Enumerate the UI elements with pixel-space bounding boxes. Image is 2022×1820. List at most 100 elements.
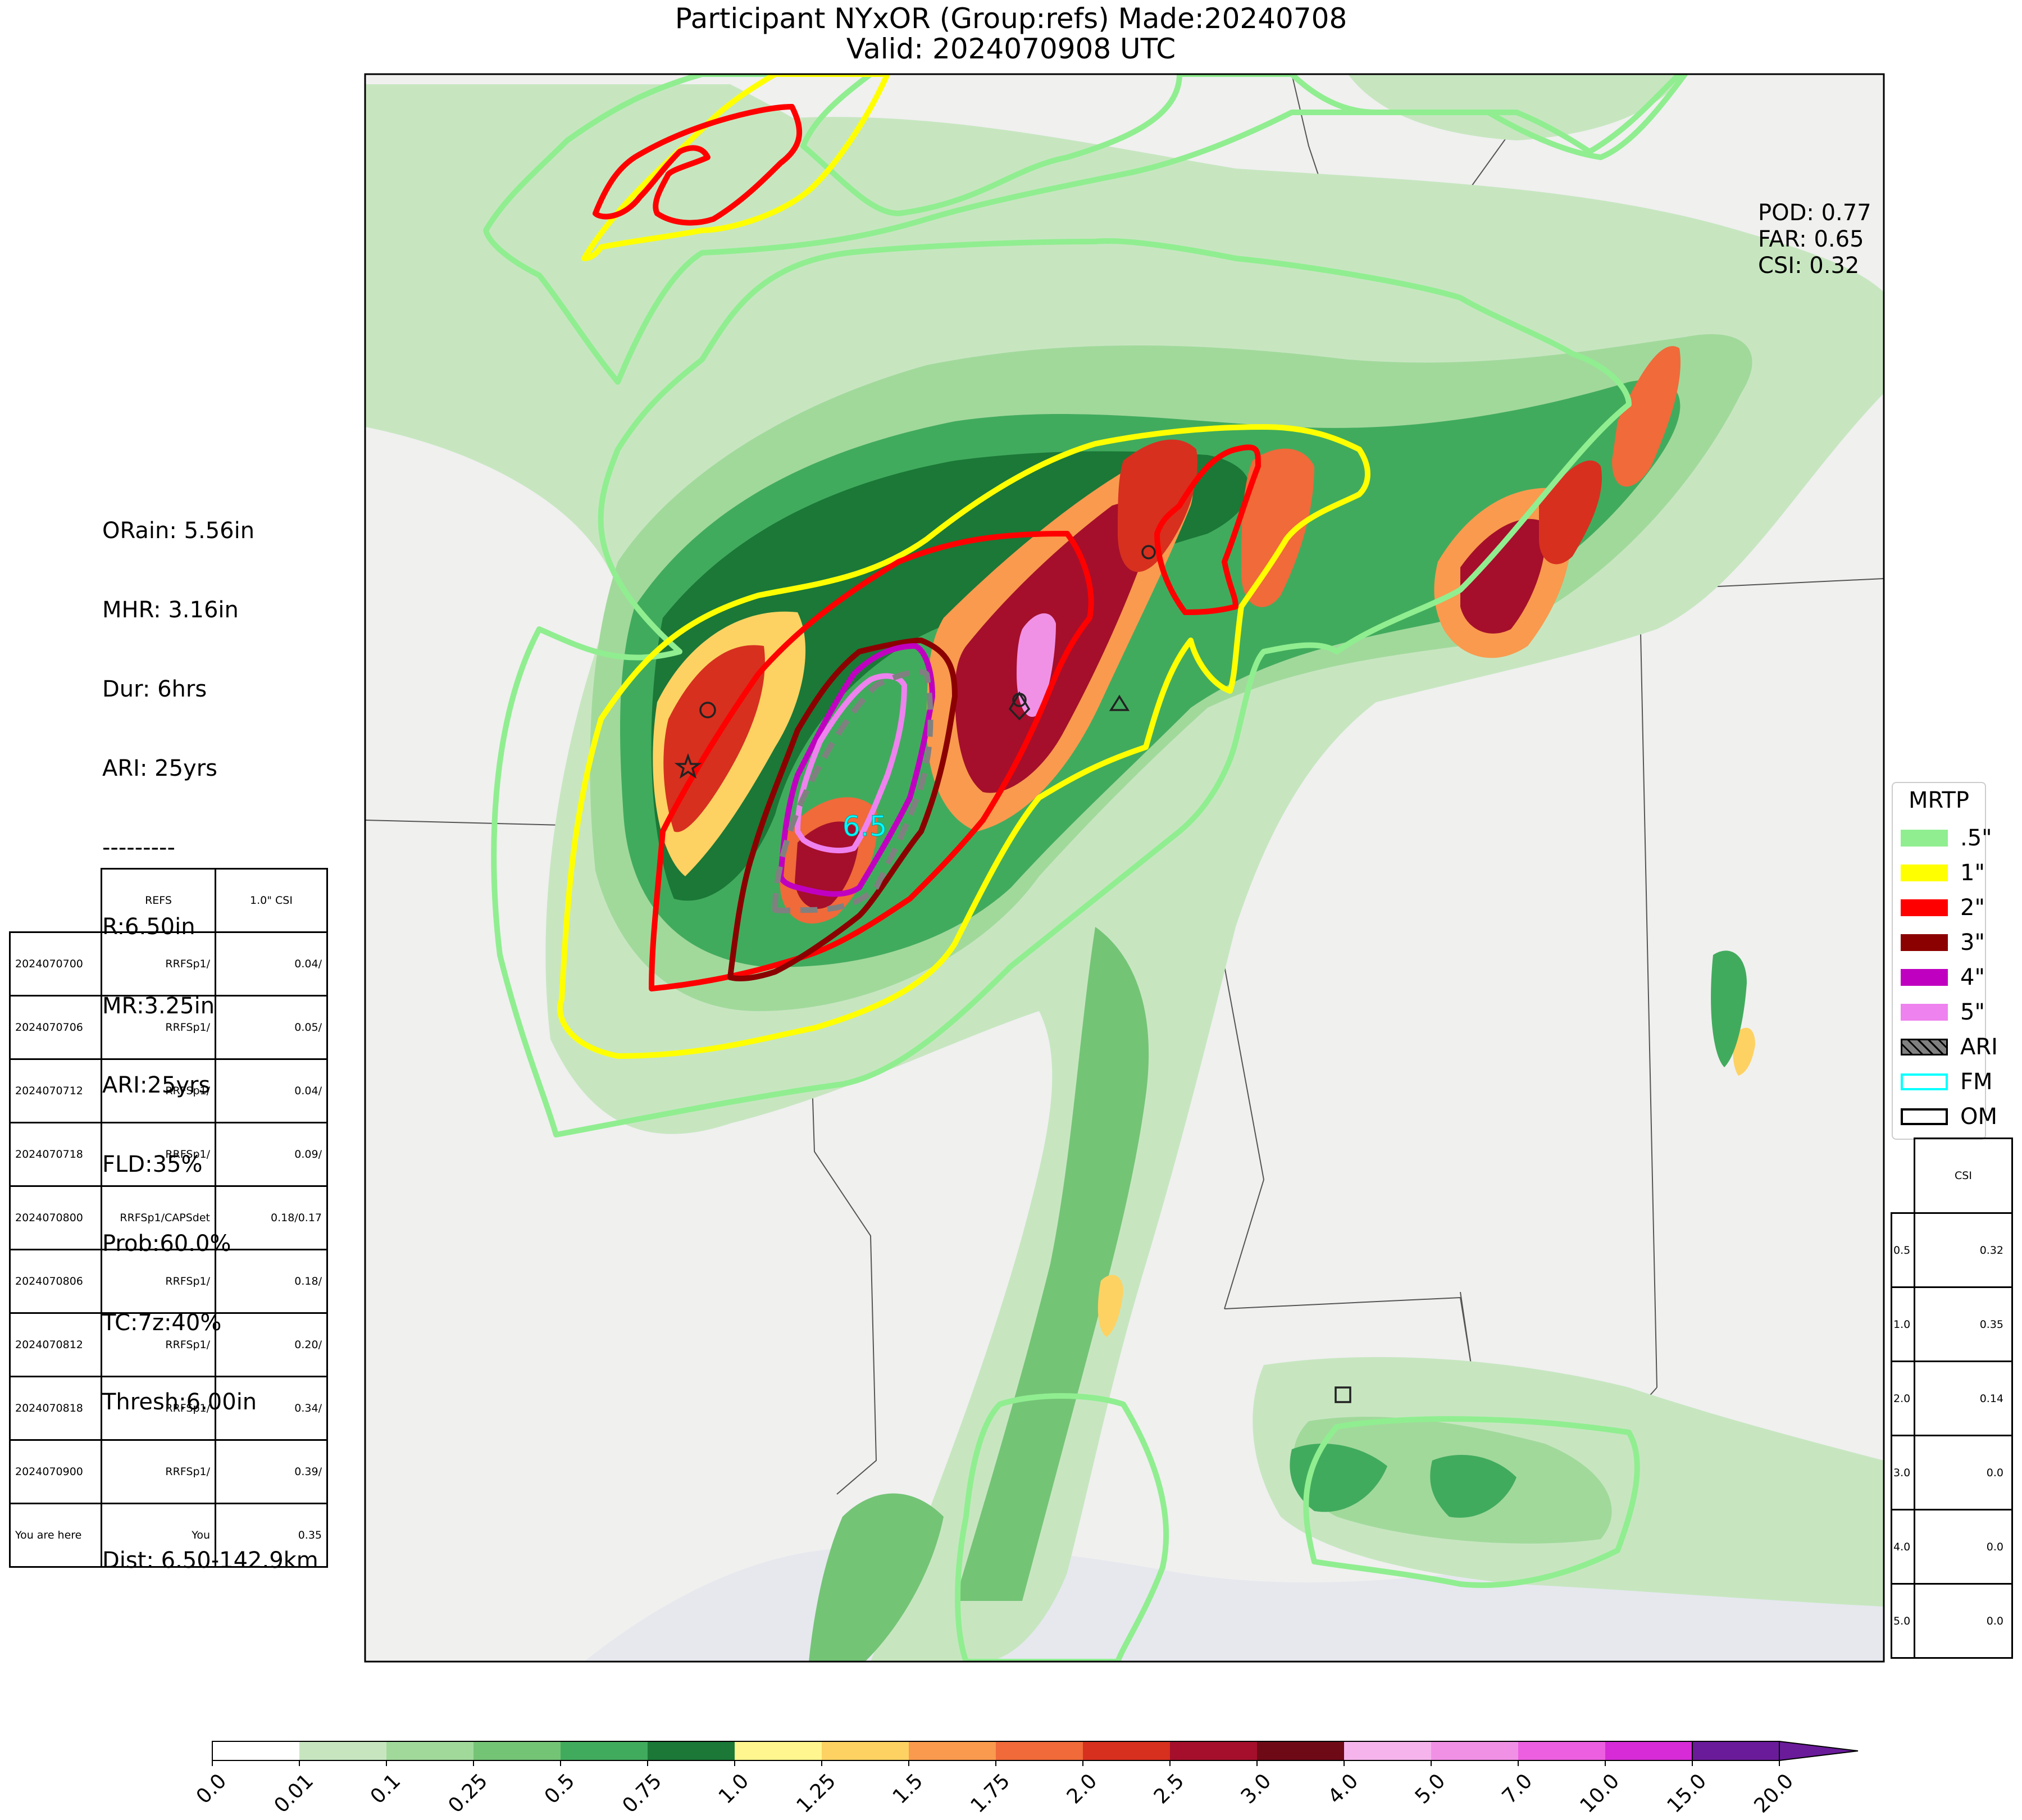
legend-item: 4" (1901, 964, 1985, 990)
stat-far: FAR: 0.65 (1758, 226, 1864, 252)
observation-markers (674, 545, 1351, 1403)
info-dur: Dur: 6hrs (102, 676, 207, 702)
colorbar-segment (1605, 1741, 1692, 1760)
cell-model: RRFSp1/ (101, 1058, 216, 1123)
colorbar-arrow (1692, 1741, 1859, 1761)
chart-title-line1: Participant NYxOR (Group:refs) Made:2024… (675, 2, 1347, 35)
colorbar-segment (1170, 1741, 1257, 1760)
legend-item: OM (1901, 1104, 1997, 1130)
cell-csi: 0.34/ (215, 1376, 328, 1441)
legend-item: .5" (1901, 825, 1992, 851)
colorbar-segment (1518, 1741, 1605, 1760)
contour-0.5in-southeast (1303, 1416, 1640, 1588)
legend-item: 5" (1901, 999, 1985, 1025)
colorbar-segment (996, 1741, 1083, 1760)
cell-date: 2024070812 (9, 1312, 102, 1377)
legend-item: ARI (1901, 1034, 1998, 1060)
refs-csi-table: REFS 1.0" CSI 2024070700 RRFSp1/0.04/ 202… (9, 868, 328, 1568)
colorbar-segment (1431, 1741, 1518, 1760)
cell-csi: 0.05/ (215, 995, 328, 1060)
cell-csi: 0.20/ (215, 1312, 328, 1377)
cell-csi: 0.0 (1914, 1435, 2013, 1510)
cell-date: 2024070712 (9, 1058, 102, 1123)
contour-0.5in-north (483, 74, 1688, 385)
colorbar (212, 1741, 1859, 1766)
colorbar-segment (735, 1741, 822, 1760)
cell-csi: 0.09/ (215, 1122, 328, 1187)
header-blank (10, 868, 102, 933)
table-row: 5.0 0.0 (1891, 1583, 2013, 1659)
chart-title-line2: Valid: 2024070908 UTC (846, 33, 1176, 65)
legend-label: .5" (1960, 825, 1992, 851)
cell-threshold: 4.0 (1891, 1509, 1915, 1585)
contour-3in (727, 638, 958, 981)
fm-value-label: 6.5 (842, 810, 887, 843)
contour-0.5in-south (955, 1393, 1169, 1662)
marker-circle-1 (699, 702, 716, 718)
table-row: You are here You 0.35 (9, 1503, 328, 1568)
table-row: 3.0 0.0 (1891, 1435, 2013, 1510)
cell-csi: 0.0 (1914, 1583, 2013, 1659)
legend-title: MRTP (1909, 788, 1969, 813)
colorbar-segment (473, 1741, 561, 1760)
cell-date: 2024070706 (9, 995, 102, 1060)
legend-swatch (1901, 1108, 1948, 1125)
cell-model: RRFSp1/ (101, 995, 216, 1060)
table-row: 2024070700 RRFSp1/0.04/ (9, 931, 328, 997)
legend-item: FM (1901, 1069, 1993, 1095)
contour-4in (778, 643, 935, 897)
cell-model: RRFSp1/ (101, 1376, 216, 1441)
contour-2in-north (593, 104, 803, 226)
map-panel: 6.5 (365, 74, 1884, 1662)
colorbar-segment (822, 1741, 909, 1760)
cell-date: 2024070806 (9, 1249, 102, 1314)
contour-0.5in-main (491, 238, 1632, 1138)
cell-threshold: 0.5 (1891, 1212, 1915, 1288)
legend-item: 3" (1901, 930, 1985, 956)
cell-threshold: 5.0 (1891, 1583, 1915, 1659)
cell-csi: 0.35 (215, 1503, 328, 1568)
table-row: 2024070818 RRFSp1/0.34/ (9, 1376, 328, 1441)
cell-csi: 0.18/ (215, 1249, 328, 1314)
table-row: 2024070806 RRFSp1/0.18/ (9, 1249, 328, 1314)
colorbar-segment (1344, 1741, 1431, 1760)
mrtp-contours (483, 74, 1688, 1662)
cell-model: RRFSp1/CAPSdet (101, 1185, 216, 1250)
legend-label: 1" (1960, 860, 1985, 886)
legend-label: FM (1960, 1069, 1993, 1095)
legend-swatch (1901, 1073, 1948, 1090)
cell-csi: 0.32 (1914, 1212, 2013, 1288)
header-refs: REFS (101, 868, 216, 933)
info-separator: --------- (102, 835, 175, 861)
cell-csi: 0.18/0.17 (215, 1185, 328, 1250)
colorbar-segment (1083, 1741, 1170, 1760)
legend-label: 5" (1960, 999, 1985, 1025)
cell-date: 2024070900 (9, 1439, 102, 1504)
header-csi: CSI (1914, 1138, 2013, 1214)
colorbar-segment (212, 1741, 299, 1760)
colorbar-segment (561, 1741, 648, 1760)
table-row: 2.0 0.14 (1891, 1361, 2013, 1436)
cell-csi: 0.35 (1914, 1286, 2013, 1362)
table-row: 2024070712 RRFSp1/0.04/ (9, 1058, 328, 1123)
legend-label: OM (1960, 1104, 1997, 1130)
cell-date: You are here (9, 1503, 102, 1568)
legend-swatch (1901, 865, 1948, 881)
legend-swatch (1901, 899, 1948, 916)
table-row: 2024070900 RRFSp1/0.39/ (9, 1439, 328, 1504)
marker-square (1335, 1386, 1351, 1403)
cell-model: RRFSp1/ (101, 931, 216, 997)
legend-label: ARI (1960, 1034, 1998, 1060)
stat-pod: POD: 0.77 (1758, 200, 1871, 226)
header-csi: 1.0" CSI (215, 868, 328, 933)
legend-label: 4" (1960, 964, 1985, 990)
colorbar-segment (1257, 1741, 1344, 1760)
threshold-csi-table: CSI 0.5 0.32 1.0 0.35 2.0 0.14 3.0 0.0 4.0 0.… (1891, 1138, 2013, 1659)
contour-2in-east (1154, 444, 1261, 615)
colorbar-segment (299, 1741, 386, 1760)
contour-2in-main (649, 531, 1094, 991)
cell-model: RRFSp1/ (101, 1249, 216, 1314)
info-ari: ARI: 25yrs (102, 756, 217, 781)
legend-swatch (1901, 1039, 1948, 1055)
legend-swatch (1901, 830, 1948, 847)
